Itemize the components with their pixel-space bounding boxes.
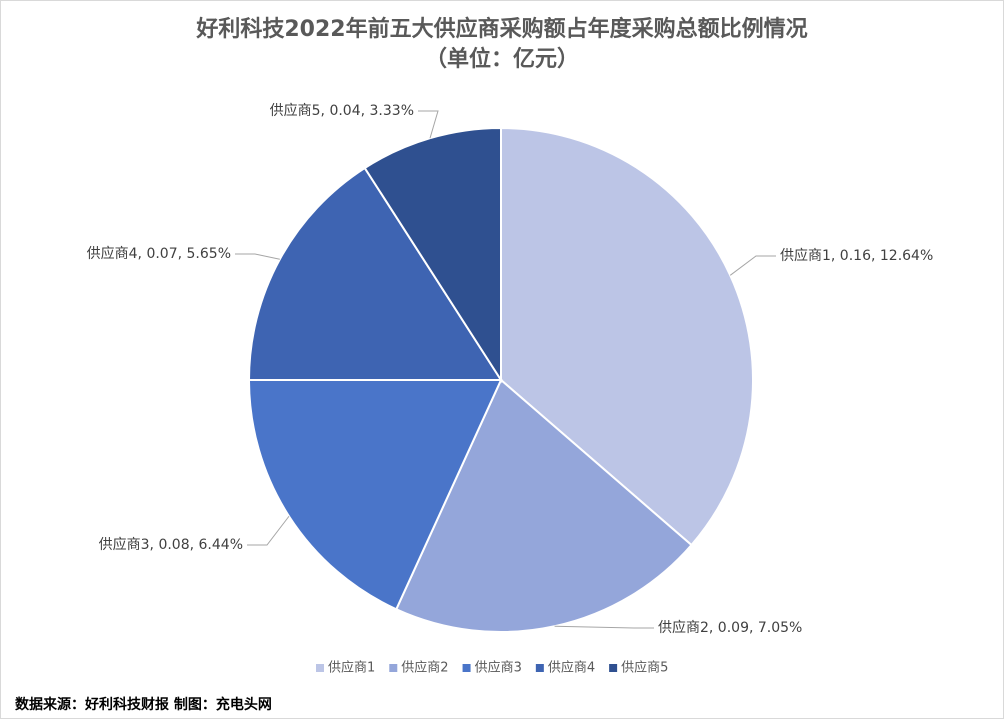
data-label: 供应商1, 0.16, 12.64% [780,247,933,264]
legend-label: 供应商1 [328,660,375,676]
pie-slice [363,126,502,384]
pie-slice [247,379,503,611]
legend-swatch [389,664,398,672]
legend-label: 供应商3 [475,660,522,676]
leader-line [235,253,280,260]
legend-label: 供应商4 [548,660,595,676]
legend-label: 供应商2 [401,660,448,676]
legend-swatch [535,664,544,672]
chart-title: 好利科技2022年前五大供应商采购额占年度采购总额比例情况 [195,16,807,42]
leader-line [729,255,776,276]
leader-line [247,515,290,546]
source-note: 数据来源：好利科技财报 制图：充电头网 [15,696,272,713]
data-label: 供应商3, 0.08, 6.44% [99,536,243,553]
pie-slice [247,166,503,381]
data-label: 供应商5, 0.04, 3.33% [270,102,414,119]
legend-swatch [316,664,324,672]
data-label: 供应商2, 0.09, 7.05% [658,619,802,636]
legend-label: 供应商5 [621,660,668,676]
legend-swatch [609,664,618,672]
chart-subtitle: （单位：亿元） [425,46,579,72]
pie-slice [394,378,693,633]
leader-line [418,110,439,139]
data-label: 供应商4, 0.07, 5.65% [87,245,231,262]
legend-swatch [462,664,471,672]
leader-line [554,625,654,629]
